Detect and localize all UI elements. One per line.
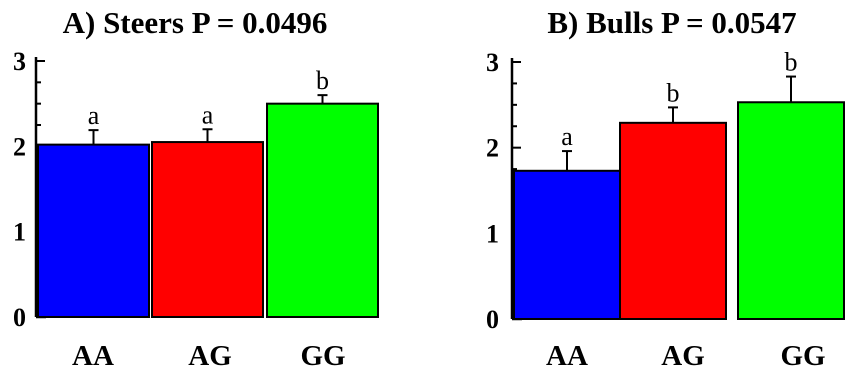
significance-label: b [667,78,680,107]
chart-title: B) Bulls P = 0.0547 [547,5,796,40]
bar-gg [737,101,845,320]
bar-gg [266,102,379,318]
y-tick-label: 2 [13,132,26,161]
y-tick-label: 3 [13,47,26,76]
y-tick-label: 0 [486,305,499,334]
significance-label: a [202,100,214,129]
panel-steers: A) Steers P = 0.0496 0 1 2 3 a AA a AG b GG [13,5,379,372]
bars: a AA b AG b GG [513,48,845,372]
panel-bulls: B) Bulls P = 0.0547 0 1 2 3 a AA b AG b GG [486,5,845,372]
y-tick-label: 3 [486,48,499,77]
significance-label: a [561,122,573,151]
category-label: GG [780,340,825,372]
bar-ag [619,121,727,320]
significance-label: a [88,101,100,130]
category-label: AG [188,340,232,372]
y-tick-label: 1 [13,218,26,247]
y-tick-label: 1 [486,219,499,248]
y-axis: 0 1 2 3 [13,47,46,332]
category-label: AA [72,340,114,372]
bar-aa [513,169,621,320]
y-tick-label: 2 [486,134,499,163]
category-label: AA [546,340,588,372]
category-label: GG [300,340,345,372]
significance-label: b [785,48,798,77]
y-tick-label: 0 [13,303,26,332]
bar-aa [37,143,150,318]
chart-title: A) Steers P = 0.0496 [63,5,328,40]
bars: a AA a AG b GG [37,66,379,372]
significance-label: b [316,66,329,95]
category-label: AG [661,340,705,372]
bar-ag [151,141,264,318]
y-axis: 0 1 2 3 [486,48,522,334]
